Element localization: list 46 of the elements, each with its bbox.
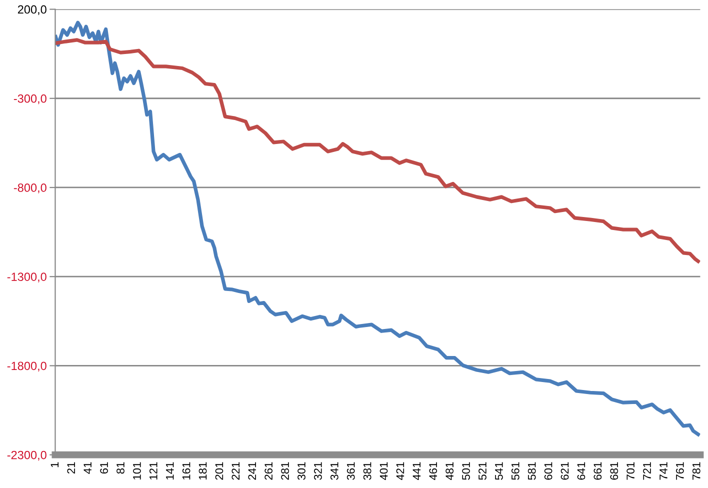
x-tick-label: 341 bbox=[330, 462, 338, 480]
x-tick-label: 381 bbox=[363, 462, 372, 480]
x-tick-label: 81 bbox=[116, 462, 124, 474]
x-tick-label: 41 bbox=[84, 462, 92, 474]
x-tick-label: 321 bbox=[314, 462, 322, 480]
x-tick-label: 761 bbox=[676, 462, 684, 480]
x-tick-label: 621 bbox=[560, 462, 569, 480]
x-tick-label: 201 bbox=[215, 462, 224, 480]
x-tick-label: 481 bbox=[446, 462, 454, 480]
x-tick-label: 261 bbox=[264, 462, 273, 480]
x-tick-label: 361 bbox=[346, 462, 355, 480]
x-tick-label: 461 bbox=[429, 462, 438, 480]
x-tick-label: 421 bbox=[396, 462, 404, 480]
x-tick-label: 521 bbox=[478, 462, 486, 480]
x-tick-label: 541 bbox=[495, 462, 503, 480]
x-tick-label: 661 bbox=[594, 462, 602, 480]
x-tick-label: 701 bbox=[626, 462, 634, 480]
x-tick-label: 141 bbox=[166, 462, 174, 480]
x-tick-label: 641 bbox=[577, 462, 586, 480]
x-tick-label: 601 bbox=[544, 462, 552, 480]
x-tick-label: 441 bbox=[412, 462, 420, 480]
y-tick-label: -800,0 bbox=[14, 184, 46, 194]
x-tick-label: 301 bbox=[298, 462, 306, 480]
x-tick-label: 21 bbox=[67, 462, 75, 474]
x-tick-label: 221 bbox=[232, 462, 240, 480]
x-tick-label: 401 bbox=[380, 462, 388, 480]
x-tick-label: 241 bbox=[248, 462, 256, 480]
x-tick-label: 121 bbox=[149, 462, 158, 480]
x-tick-label: 181 bbox=[198, 462, 207, 480]
x-tick-label: 681 bbox=[610, 462, 618, 480]
x-tick-label: 1 bbox=[50, 462, 59, 468]
x-tick-label: 721 bbox=[643, 462, 651, 480]
y-tick-label: -2300,0 bbox=[7, 450, 46, 461]
x-tick-label: 281 bbox=[281, 462, 289, 480]
x-tick-label: 161 bbox=[182, 462, 190, 480]
x-tick-label: 781 bbox=[692, 462, 700, 480]
y-tick-label: -1800,0 bbox=[7, 362, 46, 372]
x-tick-label: 61 bbox=[100, 462, 108, 474]
x-tick-label: 581 bbox=[528, 462, 536, 480]
x-tick-label: 101 bbox=[133, 462, 141, 480]
y-tick-label: -300,0 bbox=[14, 94, 46, 104]
y-tick-label: -1300,0 bbox=[7, 272, 46, 282]
x-tick-label: 501 bbox=[462, 462, 470, 480]
x-tick-label: 741 bbox=[660, 462, 668, 480]
x-tick-label: 561 bbox=[511, 462, 520, 480]
y-tick-label: 200,0 bbox=[18, 5, 46, 16]
